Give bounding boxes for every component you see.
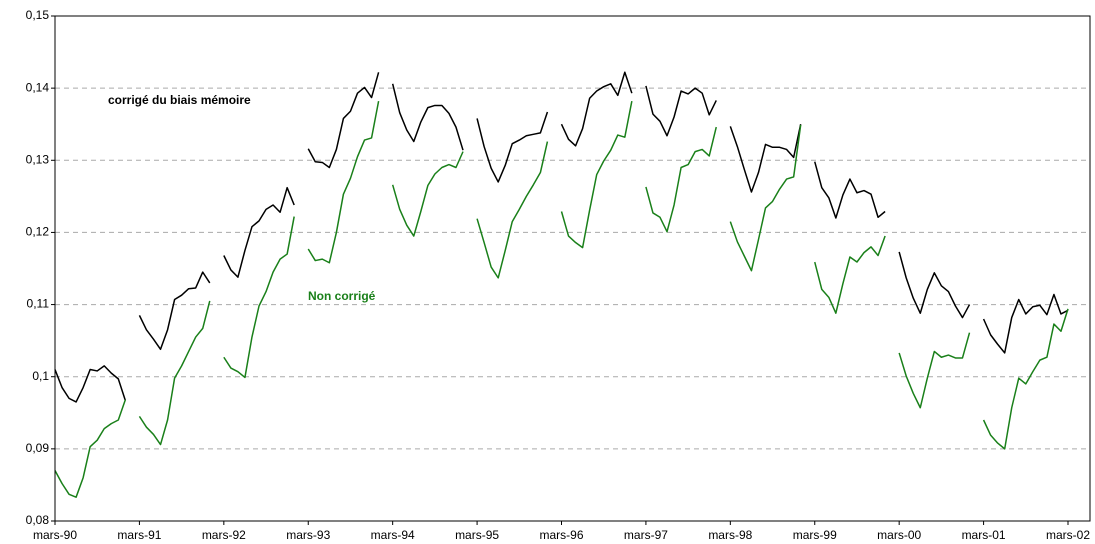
x-tick-label: mars-91 — [117, 528, 161, 542]
series-line — [54, 100, 1069, 498]
x-tick-label: mars-92 — [202, 528, 246, 542]
x-tick-label: mars-99 — [793, 528, 837, 542]
y-tick-label: 0,12 — [26, 225, 50, 239]
series-line — [54, 71, 1069, 403]
plot-frame — [54, 15, 1091, 522]
x-tick-label: mars-94 — [371, 528, 415, 542]
y-tick-label: 0,08 — [26, 513, 50, 527]
series-annotation: Non corrigé — [308, 289, 376, 303]
series-annotation: corrigé du biais mémoire — [108, 93, 251, 107]
x-tick-label: mars-93 — [286, 528, 330, 542]
x-tick-label: mars-02 — [1046, 528, 1090, 542]
y-tick-label: 0,1 — [32, 369, 49, 383]
x-tick-label: mars-00 — [877, 528, 921, 542]
x-tick-label: mars-98 — [708, 528, 752, 542]
y-tick-label: 0,14 — [26, 80, 50, 94]
y-tick-label: 0,13 — [26, 152, 50, 166]
x-tick-label: mars-97 — [624, 528, 668, 542]
x-tick-label: mars-01 — [962, 528, 1006, 542]
x-tick-label: mars-96 — [539, 528, 583, 542]
y-tick-label: 0,11 — [27, 297, 50, 311]
y-tick-label: 0,09 — [26, 441, 50, 455]
x-tick-label: mars-90 — [33, 528, 77, 542]
y-tick-label: 0,15 — [26, 8, 50, 22]
x-tick-label: mars-95 — [455, 528, 499, 542]
